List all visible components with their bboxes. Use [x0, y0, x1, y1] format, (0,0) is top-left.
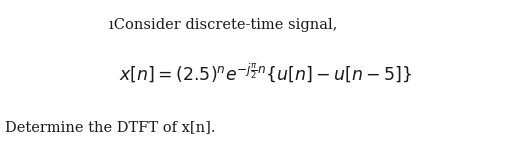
Text: Determine the DTFT of x[n].: Determine the DTFT of x[n].	[5, 120, 216, 134]
Text: $x[n] = (2.5)^n e^{-j\frac{\pi}{2}n}\{u[n] - u[n-5]\}$: $x[n] = (2.5)^n e^{-j\frac{\pi}{2}n}\{u[…	[119, 61, 412, 84]
Text: ıConsider discrete-time signal,: ıConsider discrete-time signal,	[109, 18, 337, 32]
